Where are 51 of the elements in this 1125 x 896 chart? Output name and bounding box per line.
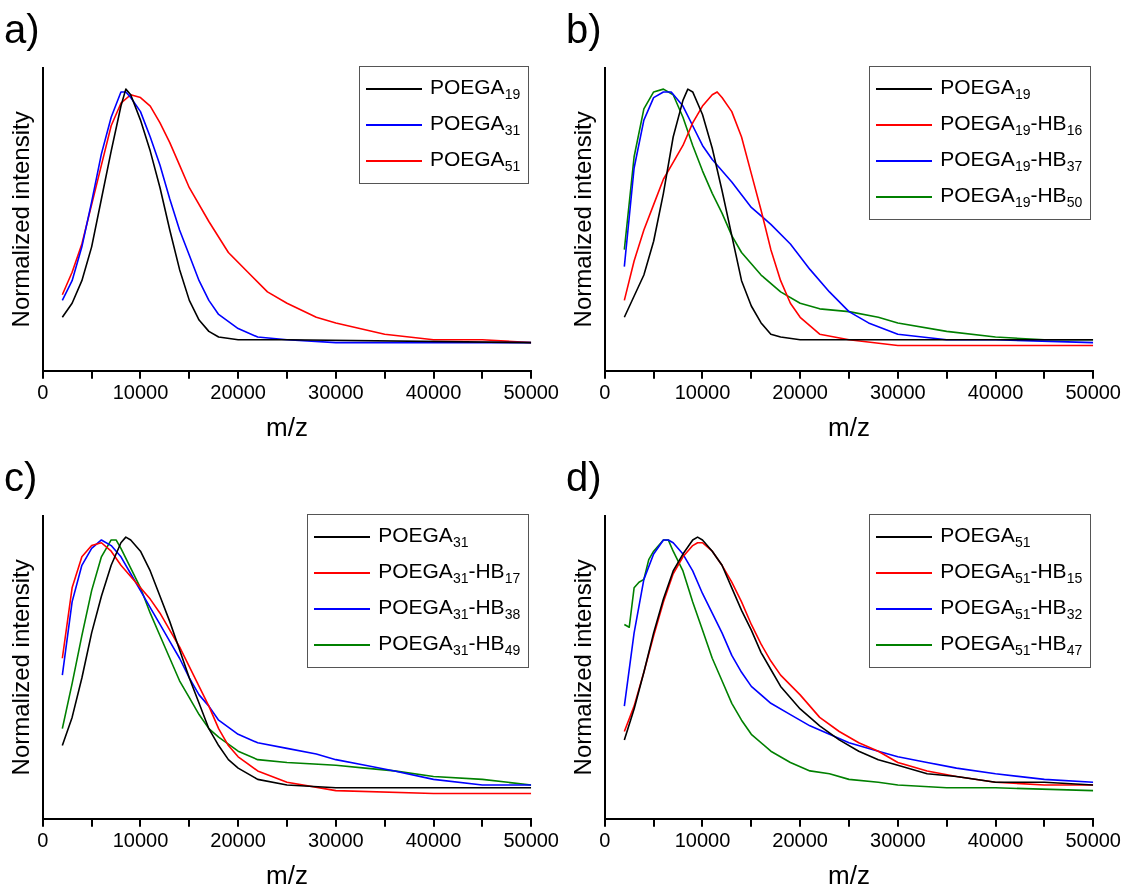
legend-label: POEGA$_{31}$ — [429, 111, 521, 139]
x-tick-label: 30000 — [308, 381, 364, 404]
x-tick-label: 20000 — [772, 381, 828, 404]
legend-label: POEGA$_{51}$ — [429, 147, 521, 175]
legend-label: POEGA$_{31}$-HB$_{49}$ — [378, 631, 521, 659]
x-tick-label: 0 — [37, 829, 49, 852]
legend-label: POEGA$_{19}$-HB$_{37}$ — [940, 147, 1083, 175]
x-tick-label: 10000 — [674, 829, 731, 852]
x-axis-title: m/z — [828, 859, 870, 890]
legend-label: POEGA$_{31}$ — [378, 523, 469, 551]
x-tick-label: 50000 — [1065, 829, 1121, 852]
chart-title: c) — [4, 455, 38, 500]
y-axis-title: Normalized intensity — [569, 111, 597, 328]
x-tick-label: 10000 — [112, 381, 169, 404]
legend-label: POEGA$_{51}$-HB$_{32}$ — [940, 595, 1083, 623]
x-tick-label: 20000 — [210, 381, 266, 404]
y-axis-title: Normalized intensity — [7, 559, 35, 776]
x-tick-label: 40000 — [967, 381, 1024, 404]
x-tick-label: 0 — [37, 381, 49, 404]
x-tick-label: 50000 — [1065, 381, 1121, 404]
chart-title: d) — [566, 455, 602, 500]
x-tick-label: 0 — [599, 381, 611, 404]
legend-label: POEGA$_{19}$ — [940, 75, 1031, 103]
legend-label: POEGA$_{51}$-HB$_{47}$ — [940, 631, 1083, 659]
x-tick-label: 10000 — [112, 829, 169, 852]
x-tick-label: 30000 — [308, 829, 364, 852]
legend-label: POEGA$_{19}$ — [429, 75, 521, 103]
x-tick-label: 40000 — [967, 829, 1024, 852]
legend-label: POEGA$_{31}$-HB$_{17}$ — [378, 559, 521, 587]
x-tick-label: 50000 — [503, 829, 559, 852]
legend-label: POEGA$_{19}$-HB$_{50}$ — [940, 183, 1083, 211]
x-tick-label: 0 — [599, 829, 611, 852]
legend-label: POEGA$_{31}$-HB$_{38}$ — [378, 595, 521, 623]
x-tick-label: 50000 — [503, 381, 559, 404]
x-tick-label: 40000 — [405, 381, 462, 404]
chart-title: a) — [4, 7, 40, 52]
chart-title: b) — [566, 7, 602, 52]
x-tick-label: 30000 — [870, 381, 926, 404]
x-tick-label: 40000 — [405, 829, 462, 852]
x-axis-title: m/z — [266, 411, 308, 442]
legend-label: POEGA$_{19}$-HB$_{16}$ — [940, 111, 1083, 139]
x-axis-title: m/z — [266, 859, 308, 890]
x-axis-title: m/z — [828, 411, 870, 442]
x-tick-label: 20000 — [772, 829, 828, 852]
y-axis-title: Normalized intensity — [7, 111, 35, 328]
legend-label: POEGA$_{51}$-HB$_{15}$ — [940, 559, 1083, 587]
x-tick-label: 30000 — [870, 829, 926, 852]
x-tick-label: 10000 — [674, 381, 731, 404]
legend-label: POEGA$_{51}$ — [940, 523, 1031, 551]
x-tick-label: 20000 — [210, 829, 266, 852]
y-axis-title: Normalized intensity — [569, 559, 597, 776]
